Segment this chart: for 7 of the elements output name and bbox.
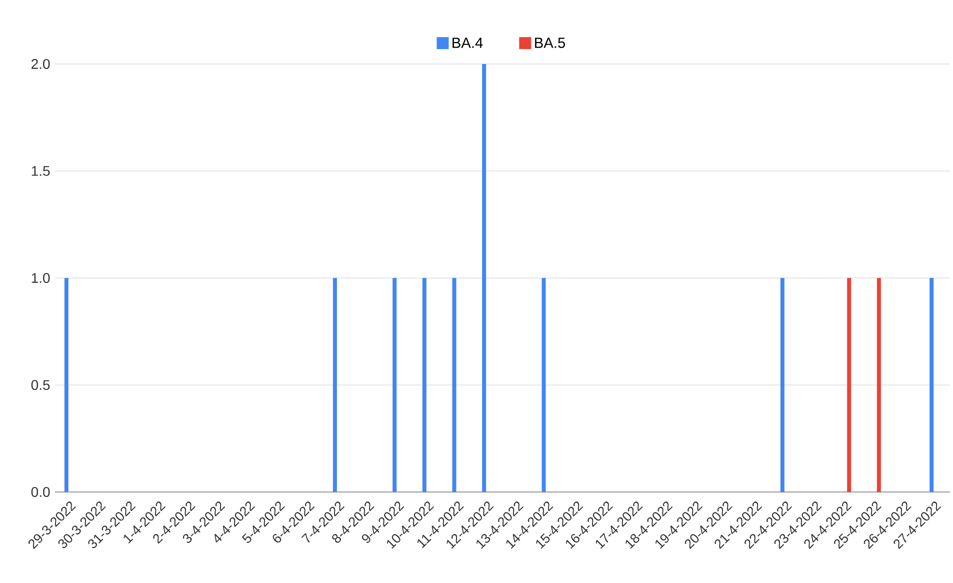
y-tick-label: 2.0 — [32, 59, 50, 69]
y-tick-label: 0.0 — [31, 487, 50, 497]
y-tick-label: 0.5 — [31, 380, 50, 390]
y-tick-label: 1.5 — [32, 166, 50, 176]
y-tick-label: 1.0 — [32, 273, 50, 283]
legend-label: BA.4 — [452, 38, 483, 48]
legend-label: BA.5 — [535, 38, 566, 48]
